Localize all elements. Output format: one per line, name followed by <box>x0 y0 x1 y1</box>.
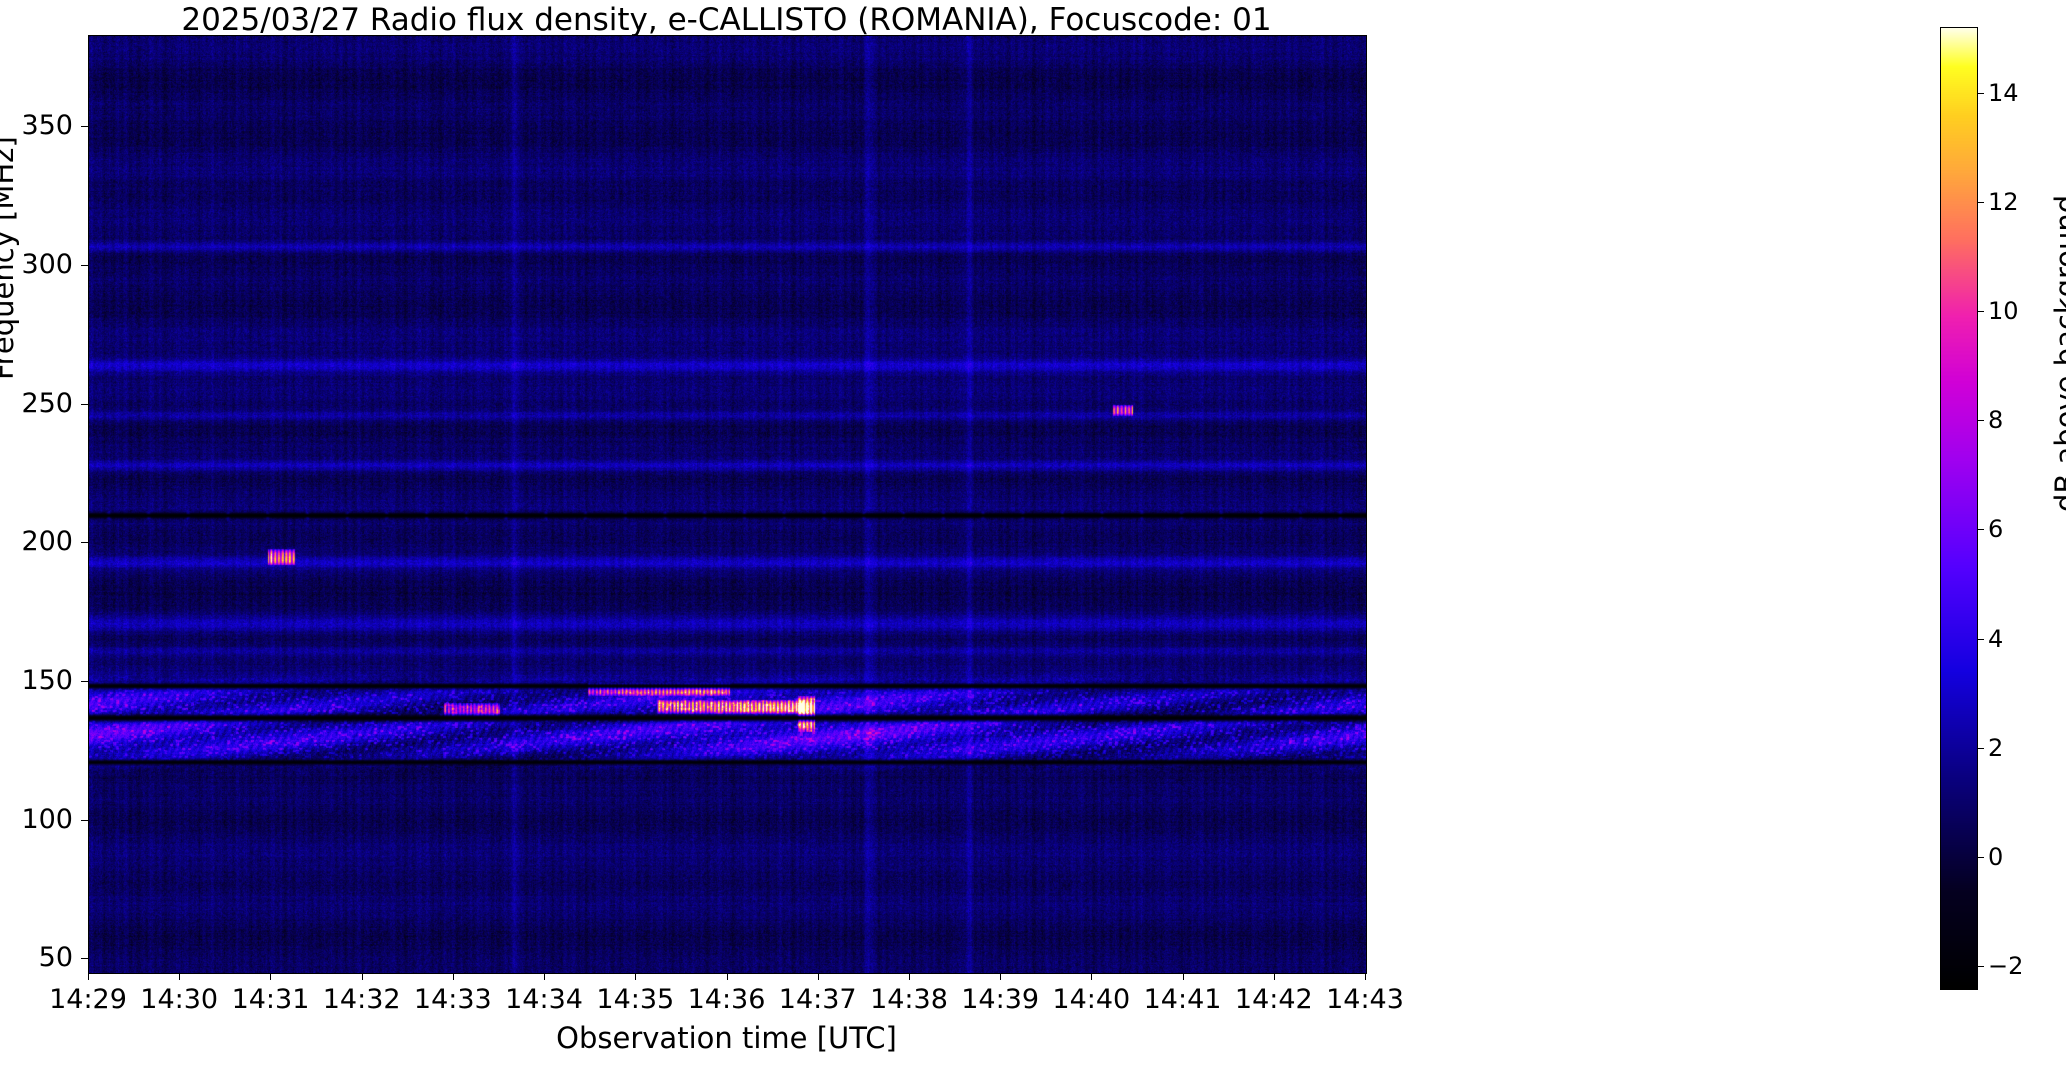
y-tick-label: 250 <box>21 387 73 419</box>
colorbar-tick-mark <box>1977 311 1984 312</box>
spectrogram-image[interactable] <box>89 36 1366 973</box>
page-title: 2025/03/27 Radio flux density, e-CALLIST… <box>181 2 1272 38</box>
x-tick-mark <box>635 973 636 980</box>
spectrogram-axes[interactable] <box>88 35 1367 974</box>
colorbar-tick-label: 14 <box>1988 78 2019 107</box>
x-tick-label: 14:29 <box>49 984 127 1015</box>
x-tick-mark <box>909 973 910 980</box>
y-tick-label: 200 <box>21 526 73 558</box>
x-tick-mark <box>1365 973 1366 980</box>
y-tick-mark <box>81 404 88 405</box>
colorbar-gradient <box>1941 28 1977 989</box>
colorbar-tick-mark <box>1977 202 1984 203</box>
x-tick-mark <box>727 973 728 980</box>
x-tick-mark <box>1091 973 1092 980</box>
y-tick-label: 50 <box>38 942 73 974</box>
x-tick-label: 14:43 <box>1326 984 1404 1015</box>
x-tick-label: 14:42 <box>1234 984 1313 1015</box>
x-tick-label: 14:35 <box>596 984 675 1015</box>
x-tick-label: 14:33 <box>413 984 492 1015</box>
colorbar-tick-mark <box>1977 420 1984 421</box>
x-tick-label: 14:32 <box>322 984 401 1015</box>
y-tick-label: 350 <box>21 110 73 142</box>
y-tick-label: 100 <box>21 803 73 835</box>
x-tick-label: 14:30 <box>140 984 219 1015</box>
y-tick-mark <box>81 126 88 127</box>
colorbar-label: dB above background <box>2049 194 2066 512</box>
x-tick-mark <box>1000 973 1001 980</box>
x-tick-label: 14:36 <box>687 984 766 1015</box>
colorbar-tick-label: 6 <box>1988 515 2004 544</box>
colorbar-tick-label: 8 <box>1988 406 2004 435</box>
y-tick-label: 300 <box>21 249 73 281</box>
x-tick-label: 14:39 <box>961 984 1040 1015</box>
colorbar-tick-mark <box>1977 93 1984 94</box>
x-tick-label: 14:41 <box>1143 984 1222 1015</box>
x-tick-label: 14:34 <box>505 984 583 1015</box>
colorbar-tick-label: 10 <box>1988 296 2019 325</box>
y-axis-label: Frequency [MHz] <box>0 136 20 380</box>
y-tick-mark <box>81 265 88 266</box>
x-tick-mark <box>88 973 89 980</box>
colorbar-tick-mark <box>1977 639 1984 640</box>
colorbar-tick-label: −2 <box>1988 952 2024 981</box>
colorbar-tick-mark <box>1977 748 1984 749</box>
y-tick-mark <box>81 542 88 543</box>
colorbar-tick-label: 0 <box>1988 842 2004 871</box>
y-tick-mark <box>81 681 88 682</box>
x-tick-label: 14:31 <box>231 984 310 1015</box>
x-tick-mark <box>270 973 271 980</box>
colorbar[interactable] <box>1940 27 1978 990</box>
colorbar-tick-label: 4 <box>1988 624 2004 653</box>
x-tick-label: 14:38 <box>870 984 948 1015</box>
x-axis-label: Observation time [UTC] <box>556 1021 897 1055</box>
y-tick-mark <box>81 958 88 959</box>
x-tick-mark <box>362 973 363 980</box>
colorbar-tick-label: 2 <box>1988 733 2004 762</box>
x-tick-label: 14:37 <box>778 984 857 1015</box>
x-tick-label: 14:40 <box>1052 984 1131 1015</box>
x-tick-mark <box>179 973 180 980</box>
colorbar-tick-mark <box>1977 529 1984 530</box>
colorbar-tick-mark <box>1977 966 1984 967</box>
x-tick-mark <box>453 973 454 980</box>
x-tick-mark <box>1183 973 1184 980</box>
y-tick-label: 150 <box>21 664 73 696</box>
x-tick-mark <box>544 973 545 980</box>
y-tick-mark <box>81 820 88 821</box>
colorbar-tick-mark <box>1977 857 1984 858</box>
colorbar-tick-label: 12 <box>1988 187 2019 216</box>
x-tick-mark <box>1274 973 1275 980</box>
x-tick-mark <box>818 973 819 980</box>
